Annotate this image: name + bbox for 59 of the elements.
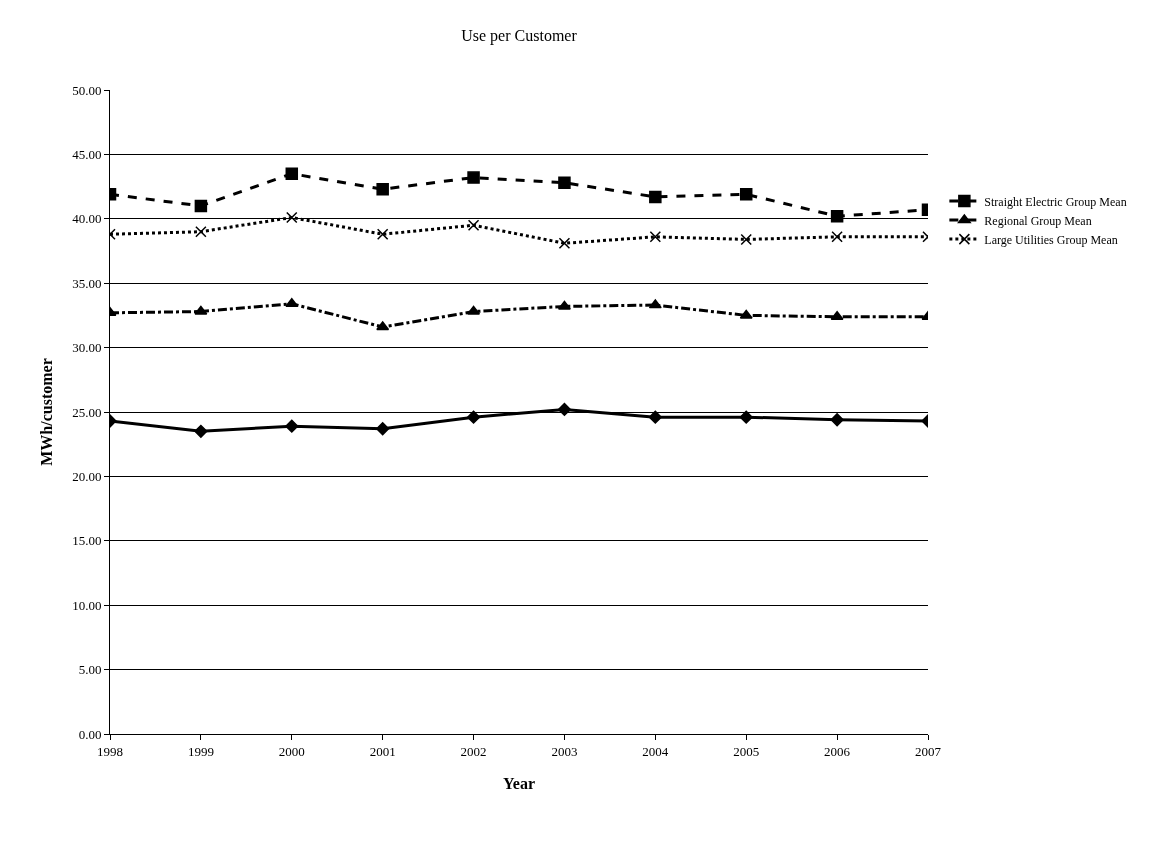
point <box>830 413 844 427</box>
point <box>194 424 208 438</box>
point <box>285 419 299 433</box>
y-tick-label: 35.00 <box>72 275 102 291</box>
x-tick-label: 2000 <box>278 743 305 759</box>
point <box>194 199 208 213</box>
point <box>376 228 389 241</box>
y-tick-label: 0.00 <box>78 726 102 742</box>
x-tick-label: 2005 <box>733 743 760 759</box>
point <box>467 171 480 184</box>
point <box>466 410 481 424</box>
point <box>739 309 753 319</box>
point <box>649 190 662 204</box>
y-tick-label: 25.00 <box>72 404 102 420</box>
point <box>830 209 844 223</box>
point <box>376 182 389 196</box>
y-tick-label: 10.00 <box>72 597 102 613</box>
point <box>286 211 298 224</box>
point <box>467 305 481 315</box>
x-tick-label: 2004 <box>642 743 669 759</box>
point <box>558 176 571 189</box>
legend-label: Large Utilities Group Mean <box>984 232 1118 247</box>
point <box>376 321 390 331</box>
point <box>739 410 753 424</box>
x-tick-label: 1998 <box>97 743 123 759</box>
point <box>195 225 207 238</box>
x-tick-label: 2001 <box>369 743 396 759</box>
y-tick-label: 45.00 <box>72 146 102 162</box>
x-tick-label: 2003 <box>551 743 578 759</box>
point <box>467 219 480 231</box>
point <box>649 231 662 243</box>
x-tick-label: 2002 <box>460 743 487 759</box>
y-tick-label: 30.00 <box>72 340 102 356</box>
point <box>194 305 208 315</box>
x-tick-label: 1999 <box>187 743 214 759</box>
x-tick-label: 2007 <box>915 743 942 759</box>
y-tick-label: 50.00 <box>72 82 102 98</box>
y-axis-title: MWh/customer <box>38 358 56 466</box>
x-tick-label: 2006 <box>824 743 851 759</box>
legend-label: Regional Group Mean <box>984 213 1092 228</box>
point <box>285 298 299 308</box>
y-tick-label: 20.00 <box>72 468 102 484</box>
point <box>376 422 390 436</box>
point <box>739 188 753 201</box>
point <box>557 402 572 417</box>
point <box>557 300 571 310</box>
point <box>648 299 662 309</box>
point <box>831 231 843 243</box>
point <box>830 310 844 320</box>
point <box>740 233 752 246</box>
chart-title: Use per Customer <box>461 27 578 46</box>
point <box>558 237 571 250</box>
point <box>285 167 299 180</box>
y-tick-label: 5.00 <box>78 662 102 678</box>
x-axis-title: Year <box>503 775 535 793</box>
y-tick-label: 40.00 <box>72 211 102 227</box>
legend-label: Straight Electric Group Mean <box>984 194 1127 209</box>
point <box>648 410 662 424</box>
y-tick-label: 15.00 <box>72 533 102 549</box>
